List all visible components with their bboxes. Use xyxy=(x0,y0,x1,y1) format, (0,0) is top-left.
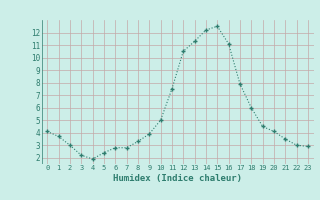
X-axis label: Humidex (Indice chaleur): Humidex (Indice chaleur) xyxy=(113,174,242,183)
